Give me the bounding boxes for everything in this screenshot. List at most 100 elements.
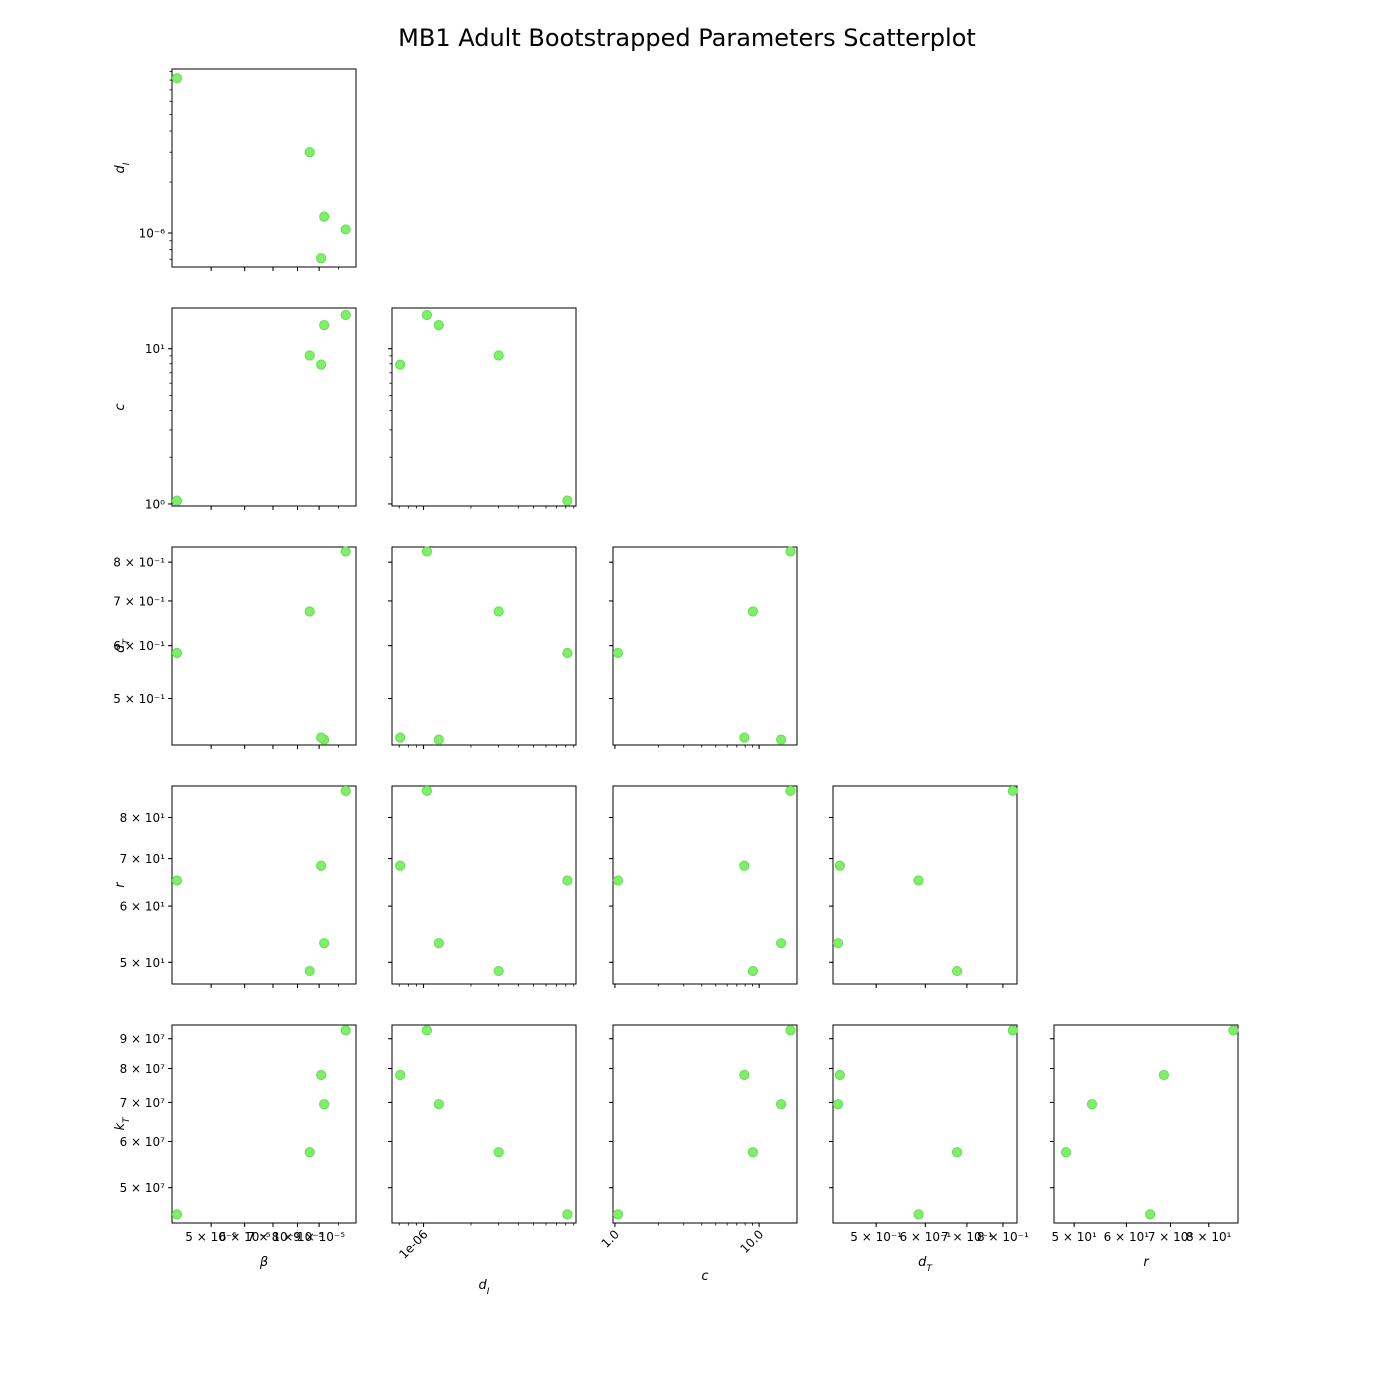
axes-frame [171, 785, 357, 985]
data-point [913, 875, 924, 886]
data-point [421, 1025, 433, 1036]
subplot-r-vs-dT [829, 785, 1018, 988]
data-point [421, 785, 433, 797]
data-point [739, 1069, 750, 1081]
data-point [747, 606, 758, 617]
data-point [316, 253, 327, 264]
data-point [776, 734, 787, 745]
data-point [304, 147, 315, 158]
y-tick-label: 10⁰ [145, 497, 165, 511]
data-point [562, 875, 573, 886]
data-point [421, 309, 433, 321]
x-axis-label: c [701, 1269, 708, 1284]
data-point [493, 606, 504, 617]
y-tick-label: 6 × 10⁷ [120, 1135, 166, 1149]
data-point [395, 1069, 406, 1081]
x-tick-label: 7 × 10⁻¹ [941, 1230, 993, 1244]
data-point [319, 1099, 330, 1110]
subplot-dI-vs-beta: 10⁻⁶ dI [113, 68, 357, 271]
data-point [340, 309, 351, 321]
x-tick-label: 1.0 [599, 1227, 622, 1250]
axes-frame [612, 785, 798, 985]
subplot-kT-vs-c: 1.0 10.0 c [599, 1024, 798, 1284]
x-tick-label: 7 × 10⁻⁵ [247, 1230, 299, 1244]
subplot-c-vs-beta: 10⁰ 10¹ c [113, 307, 357, 511]
subplot-dT-vs-c [609, 546, 798, 749]
data-point [493, 1147, 504, 1158]
data-point [951, 965, 963, 977]
data-point [739, 860, 750, 871]
axes-frame [612, 1024, 798, 1224]
data-point [340, 546, 351, 557]
subplot-c-vs-dI [388, 307, 577, 510]
axes-frame [1053, 1024, 1239, 1224]
data-point [395, 359, 406, 370]
data-point [316, 359, 327, 370]
data-point [832, 938, 844, 949]
data-point [421, 546, 433, 557]
axes-frame [612, 546, 798, 746]
data-point [171, 875, 183, 886]
x-tick-label: 5 × 10⁻¹ [850, 1230, 902, 1244]
x-tick-label: 6 × 10⁻⁵ [219, 1230, 271, 1244]
data-point [340, 785, 351, 797]
subplot-r-vs-dI [388, 785, 577, 988]
x-tick-label: 10.0 [737, 1227, 766, 1256]
axes-frame [832, 1024, 1018, 1224]
data-point [1158, 1069, 1169, 1081]
data-point [1145, 1209, 1156, 1220]
axes-frame [391, 307, 577, 507]
subplot-kT-vs-dI: 1e-06 dI [388, 1024, 577, 1297]
data-point [747, 965, 758, 977]
x-tick-label: 8 × 10⁻¹ [977, 1230, 1029, 1244]
y-tick-label: 9 × 10⁷ [120, 1032, 166, 1046]
data-point [340, 224, 351, 235]
data-point [1007, 785, 1018, 797]
data-point [433, 938, 444, 949]
data-point [1007, 1025, 1018, 1036]
subplot-r-vs-beta: 5 × 10¹ 6 × 10¹ 7 × 10¹ 8 × 10¹ r [113, 785, 357, 988]
y-tick-label: 6 × 10⁻¹ [113, 639, 165, 653]
data-point [304, 1147, 315, 1158]
x-tick-label: 8 × 10⁻⁵ [272, 1230, 324, 1244]
data-point [316, 1069, 327, 1081]
x-tick-label: 9 × 10⁻⁵ [293, 1230, 345, 1244]
x-tick-label: 5 × 10¹ [1051, 1230, 1097, 1244]
subplot-r-vs-c [609, 785, 798, 988]
x-tick-label: 6 × 10¹ [1104, 1230, 1150, 1244]
data-point [304, 350, 315, 361]
y-tick-label: 10⁻⁶ [139, 227, 166, 241]
x-axis-label: dI [479, 1278, 490, 1297]
data-point [612, 1209, 624, 1220]
x-tick-label: 5 × 10⁻⁵ [185, 1230, 237, 1244]
x-tick-label: 6 × 10⁻¹ [899, 1230, 951, 1244]
y-tick-label: 7 × 10⁷ [120, 1096, 166, 1110]
chart-title: MB1 Adult Bootstrapped Parameters Scatte… [398, 24, 976, 52]
data-point [785, 785, 796, 797]
y-tick-label: 6 × 10¹ [120, 900, 166, 914]
y-tick-label: 7 × 10¹ [120, 852, 166, 866]
data-point [832, 1099, 844, 1110]
y-axis-label: kT [113, 1116, 132, 1131]
subplot-dT-vs-dI [388, 546, 577, 749]
data-point [171, 495, 183, 506]
axes-frame [171, 307, 357, 507]
x-tick-label: 1e-06 [396, 1227, 430, 1261]
data-point [562, 495, 573, 506]
data-point [951, 1147, 963, 1158]
data-point [1086, 1099, 1098, 1110]
y-axis-label: c [113, 403, 128, 410]
data-point [319, 938, 330, 949]
data-point [304, 965, 315, 977]
data-point [562, 1209, 573, 1220]
data-point [171, 1209, 183, 1220]
y-axis-label: r [113, 881, 128, 888]
data-point [493, 965, 504, 977]
y-axis-label: dI [113, 162, 132, 173]
data-point [304, 606, 315, 617]
axes-frame [391, 785, 577, 985]
y-tick-label: 8 × 10⁷ [120, 1062, 166, 1076]
data-point [785, 546, 796, 557]
